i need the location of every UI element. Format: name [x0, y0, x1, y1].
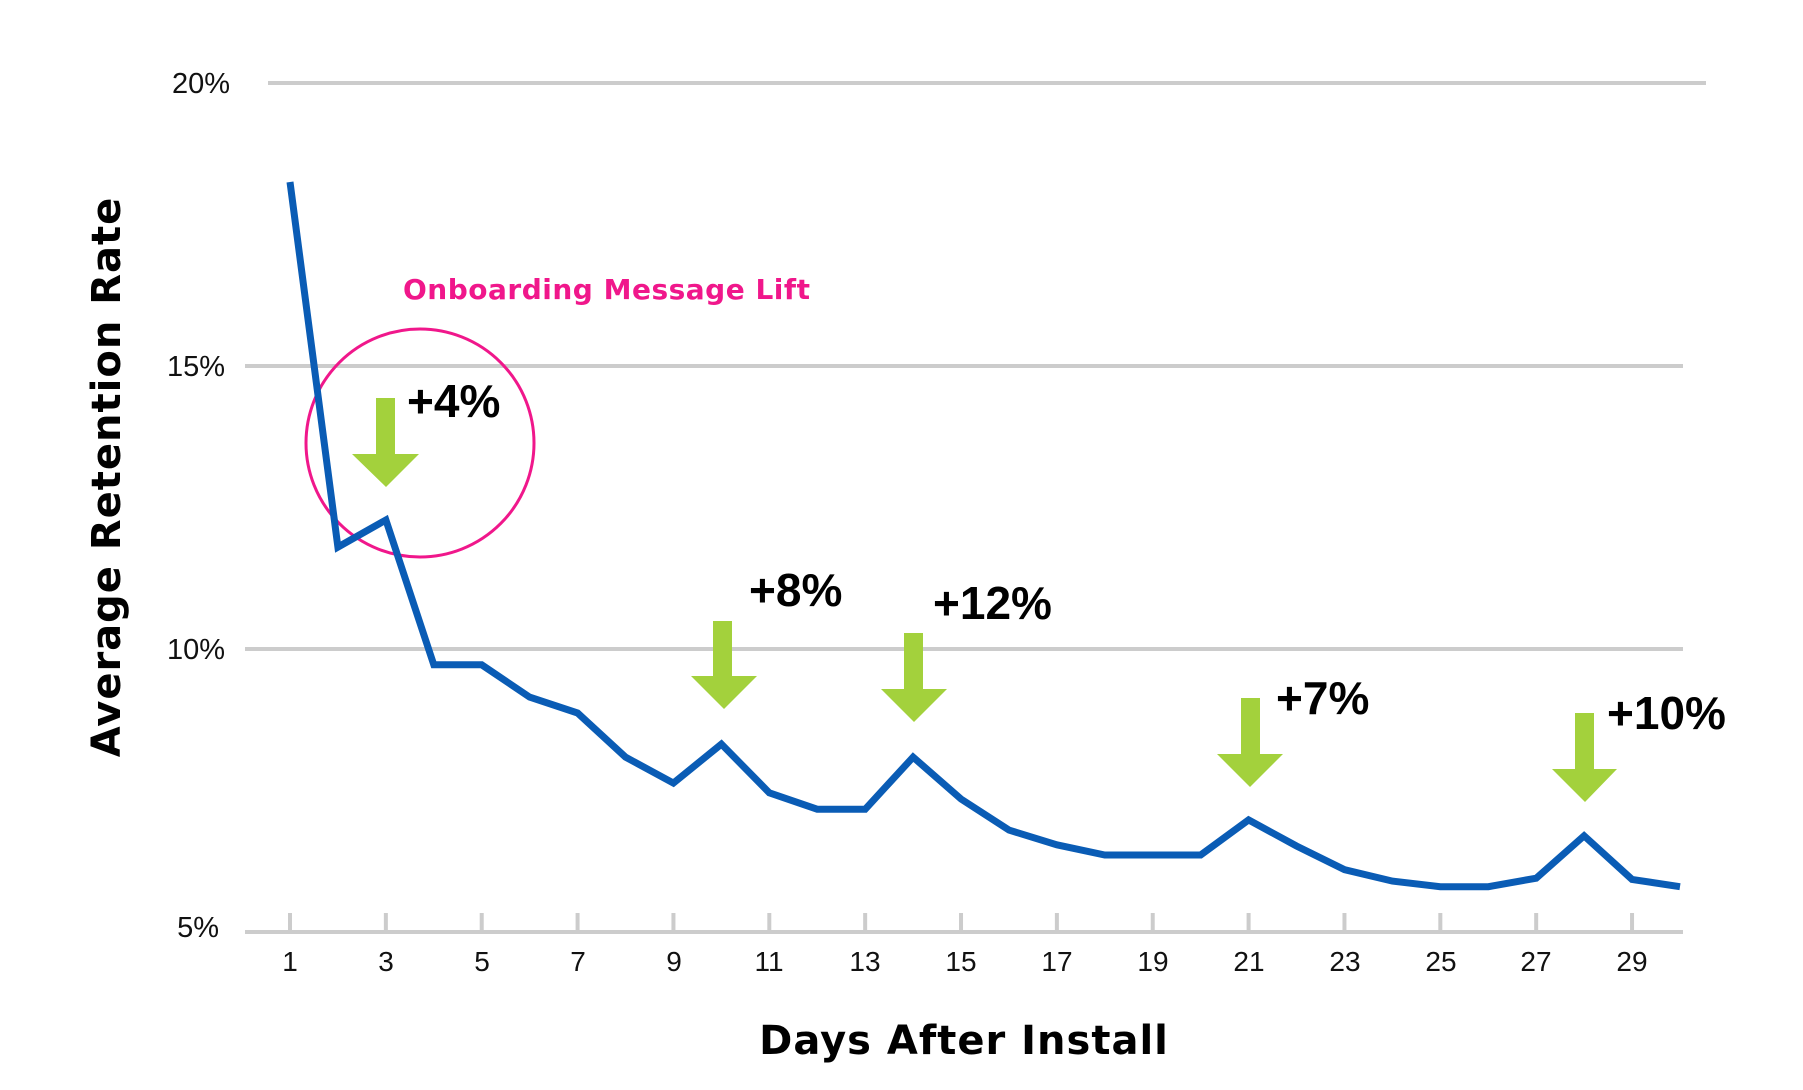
y-tick-label: 15% — [167, 351, 225, 383]
x-tick-label: 15 — [945, 946, 976, 977]
x-tick-label: 7 — [570, 946, 586, 977]
x-tick-label: 11 — [754, 946, 783, 977]
x-tick-label: 1 — [282, 946, 298, 977]
lift-label-day-21: +7% — [1276, 672, 1369, 724]
x-tick-label: 17 — [1041, 946, 1072, 977]
onboarding-callout-circle — [304, 327, 536, 559]
x-tick-label: 29 — [1616, 946, 1647, 977]
lift-arrows — [352, 398, 1617, 802]
x-tick-label: 27 — [1520, 946, 1551, 977]
x-axis-tick-labels: 1 3 5 7 9 11 13 15 17 19 21 23 25 27 29 — [282, 946, 1647, 977]
arrow-down-icon — [881, 633, 947, 722]
x-tick-label: 3 — [378, 946, 394, 977]
x-tick-label: 19 — [1137, 946, 1168, 977]
y-tick-label: 10% — [167, 634, 225, 666]
x-tick-label: 21 — [1233, 946, 1264, 977]
x-tick-label: 9 — [666, 946, 682, 977]
x-tick-label: 13 — [849, 946, 880, 977]
lift-label-day-10: +8% — [749, 564, 842, 616]
arrow-down-icon — [1552, 713, 1617, 802]
onboarding-callout-label: Onboarding Message Lift — [403, 273, 810, 306]
lift-label-day-28: +10% — [1607, 687, 1726, 739]
arrow-down-icon — [1217, 698, 1283, 787]
lift-label-day-14: +12% — [933, 577, 1052, 629]
y-tick-label: 5% — [177, 912, 219, 944]
retention-series-line — [286, 181, 1681, 891]
lift-label-day-3: +4% — [407, 375, 500, 427]
y-axis-title: Average Retention Rate — [84, 197, 130, 758]
y-axis-tick-labels: 20% 15% 10% 5% — [167, 68, 230, 944]
arrow-down-icon — [691, 621, 757, 709]
arrow-down-icon — [352, 398, 419, 487]
x-tick-label: 23 — [1329, 946, 1360, 977]
x-axis-title: Days After Install — [759, 1018, 1169, 1064]
lift-annotations: +4% +8% +12% +7% +10% — [407, 375, 1726, 739]
x-tick-label: 25 — [1425, 946, 1456, 977]
x-axis-ticks — [288, 913, 1635, 932]
y-tick-label: 20% — [172, 68, 230, 100]
gridlines — [245, 81, 1706, 934]
x-tick-label: 5 — [474, 946, 490, 977]
